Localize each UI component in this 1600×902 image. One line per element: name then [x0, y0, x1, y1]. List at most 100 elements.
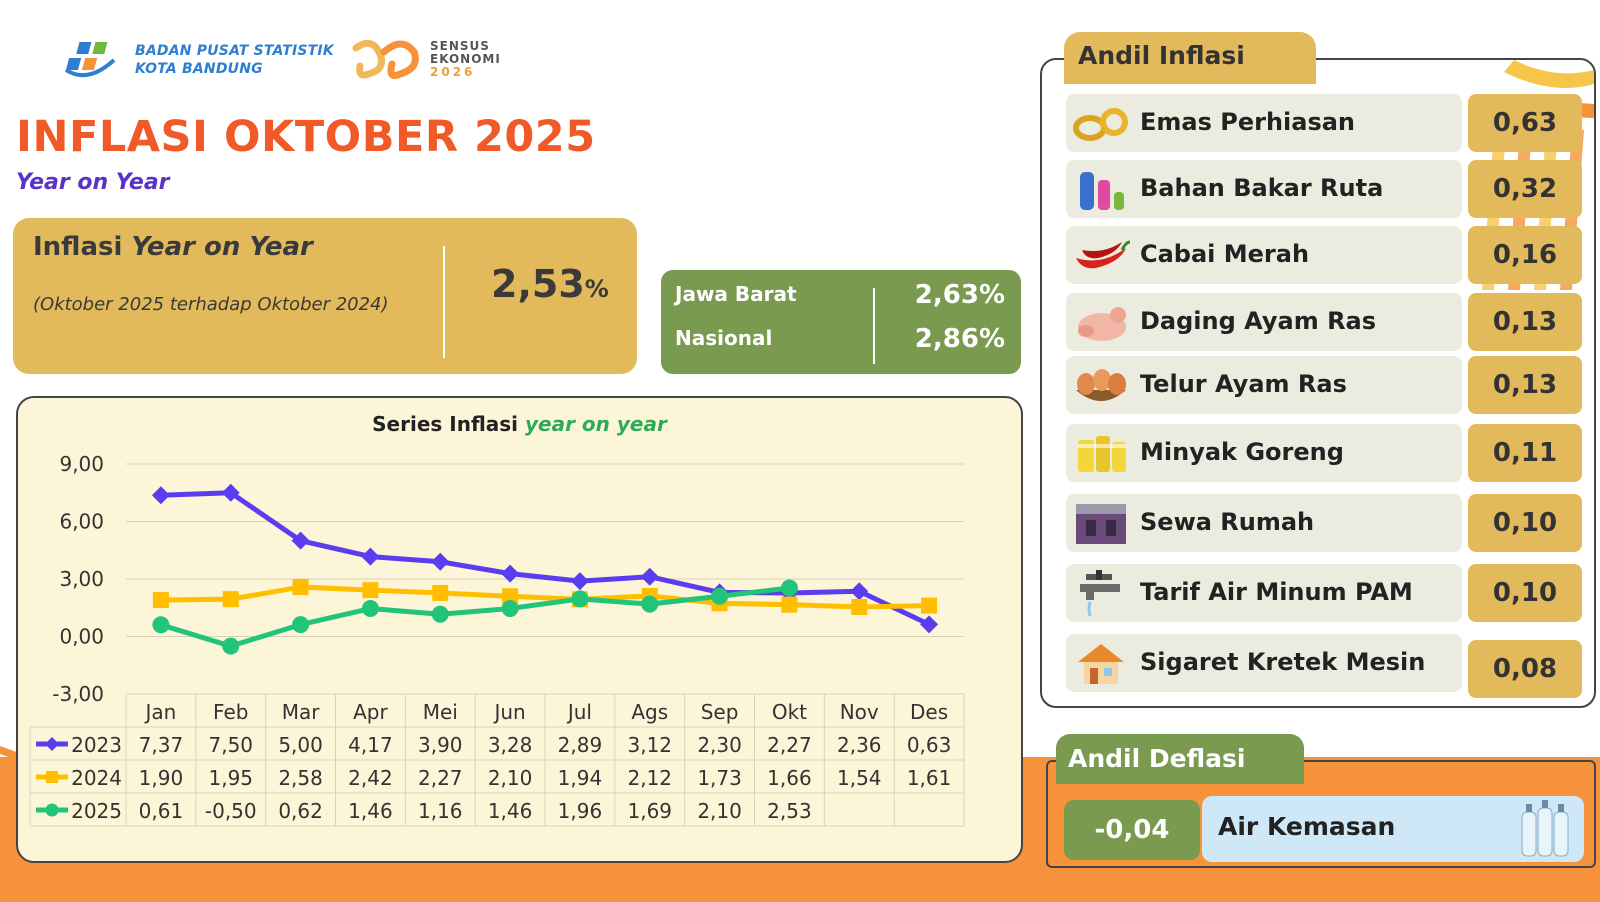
data-point-2023 [640, 567, 659, 586]
data-point-2025 [641, 595, 659, 613]
page-title: INFLASI OKTOBER 2025 [16, 112, 596, 162]
inflasi-item-value: 0,11 [1468, 424, 1582, 482]
inflasi-item-name: Minyak Goreng [1140, 438, 1344, 466]
yoy-period-note: (Oktober 2025 terhadap Oktober 2024) [33, 294, 389, 315]
inflasi-item-name: Daging Ayam Ras [1140, 307, 1377, 335]
data-point-2025 [501, 600, 519, 618]
chart-title: Series Inflasi year on year [372, 412, 667, 436]
inflasi-item-value: 0,13 [1468, 356, 1582, 414]
data-label-2024: 1,94 [558, 766, 603, 790]
inflasi-item-value: 0,13 [1468, 293, 1582, 351]
yoy-divider [443, 246, 445, 358]
x-tick-label: Jul [566, 700, 592, 724]
inflasi-item: Telur Ayam Ras [1066, 356, 1462, 414]
yoy-inflation-card: Inflasi Year on Year (Oktober 2025 terha… [13, 218, 637, 374]
data-point-2025 [292, 616, 310, 634]
data-point-2025 [152, 616, 170, 634]
data-label-2025: 0,62 [278, 799, 323, 823]
yoy-value: 2,53% [491, 262, 609, 306]
inflasi-item-name: Tarif Air Minum PAM [1140, 578, 1413, 606]
data-point-2025 [780, 579, 798, 597]
x-tick-label: Nov [840, 700, 879, 724]
data-point-2023 [850, 582, 869, 601]
data-point-2024 [362, 582, 379, 599]
andil-deflasi-panel [1046, 760, 1596, 868]
inflasi-item-value: 0,10 [1468, 564, 1582, 622]
compare-row-jawa-barat: Jawa Barat 2,63% [675, 280, 1005, 312]
data-label-2024: 2,27 [418, 766, 463, 790]
data-point-2023 [151, 486, 170, 505]
house-room-icon [1076, 504, 1126, 544]
data-point-2024 [851, 598, 868, 615]
data-label-2025: 1,69 [627, 799, 672, 823]
data-label-2024: 2,10 [488, 766, 533, 790]
data-label-2024: 2,42 [348, 766, 393, 790]
inflasi-item: Daging Ayam Ras [1066, 293, 1462, 351]
data-label-2023: 2,36 [837, 733, 882, 757]
x-tick-label: Apr [353, 700, 388, 724]
inflasi-item: Sewa Rumah [1066, 494, 1462, 552]
data-point-2024 [781, 596, 798, 613]
data-label-2023: 5,00 [278, 733, 323, 757]
legend-marker-2023 [45, 737, 59, 751]
data-label-2024: 1,90 [139, 766, 184, 790]
data-label-2023: 7,37 [139, 733, 184, 757]
data-point-2025 [431, 605, 449, 623]
deflasi-item: Air Kemasan [1202, 796, 1584, 862]
data-label-2025: 1,46 [348, 799, 393, 823]
inflasi-item-value: 0,32 [1468, 160, 1582, 218]
comparison-card: Jawa Barat 2,63% Nasional 2,86% [661, 270, 1021, 374]
y-tick-label: 0,00 [59, 625, 104, 649]
data-point-2024 [152, 592, 169, 609]
data-label-2023: 2,89 [558, 733, 603, 757]
inflasi-item-name: Sigaret Kretek Mesin [1140, 648, 1426, 676]
compare-divider [873, 288, 875, 364]
bps-org-name: BADAN PUSAT STATISTIK KOTA BANDUNG [135, 43, 334, 77]
gas-cylinder-icon [1080, 172, 1124, 210]
sensus-ekonomi-logo-icon [352, 39, 419, 80]
y-tick-label: 6,00 [59, 510, 104, 534]
x-tick-label: Mar [282, 700, 321, 724]
data-label-2023: 3,90 [418, 733, 463, 757]
x-tick-label: Jan [143, 700, 176, 724]
data-label-2024: 2,58 [278, 766, 323, 790]
legend-label-2025: 2025 [71, 799, 122, 823]
data-label-2025: 1,16 [418, 799, 463, 823]
data-label-2025: 1,46 [488, 799, 533, 823]
data-point-2024 [222, 591, 239, 608]
water-bottles-icon [1521, 800, 1569, 857]
x-tick-label: Mei [423, 700, 458, 724]
house-icon [1078, 644, 1124, 684]
water-tap-icon [1080, 570, 1120, 616]
data-point-2025 [222, 637, 240, 655]
x-tick-label: Jun [492, 700, 525, 724]
data-label-2024: 1,66 [767, 766, 812, 790]
inflasi-item: Tarif Air Minum PAM [1066, 564, 1462, 622]
data-label-2024: 1,95 [208, 766, 253, 790]
data-point-2023 [570, 572, 589, 591]
data-label-2023: 7,50 [208, 733, 253, 757]
data-point-2023 [501, 564, 520, 583]
inflasi-item: Emas Perhiasan [1066, 94, 1462, 152]
x-tick-label: Des [910, 700, 948, 724]
data-point-2024 [502, 588, 519, 605]
inflasi-item-name: Telur Ayam Ras [1140, 370, 1347, 398]
legend-marker-2024 [46, 771, 58, 783]
page-subtitle: Year on Year [16, 170, 170, 195]
data-label-2023: 3,28 [488, 733, 533, 757]
data-label-2025: 0,61 [139, 799, 184, 823]
inflasi-item-value: 0,63 [1468, 94, 1582, 152]
deflasi-value: -0,04 [1064, 800, 1200, 860]
data-label-2023: 4,17 [348, 733, 393, 757]
yoy-label: Inflasi Year on Year [33, 232, 313, 262]
inflasi-item-value: 0,16 [1468, 226, 1582, 284]
legend-label-2024: 2024 [71, 766, 122, 790]
data-label-2023: 2,30 [697, 733, 742, 757]
inflasi-item-name: Sewa Rumah [1140, 508, 1315, 536]
chicken-meat-icon [1078, 307, 1126, 341]
sensus-ekonomi-text: SENSUS EKONOMI 2026 [430, 39, 501, 79]
data-point-2023 [361, 547, 380, 566]
inflasi-item: Sigaret Kretek Mesin [1066, 634, 1462, 692]
data-point-2023 [431, 552, 450, 571]
inflasi-item-name: Bahan Bakar Ruta [1140, 174, 1384, 202]
